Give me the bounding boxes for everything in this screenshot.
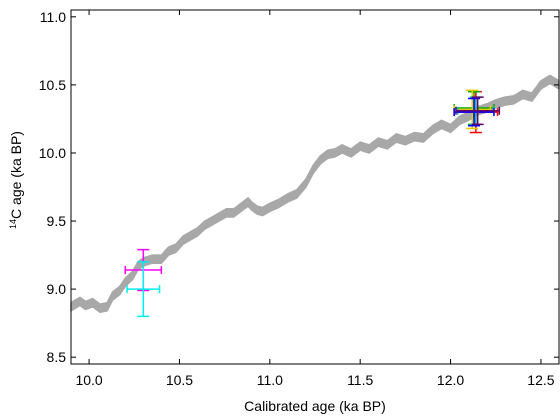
x-tick-label: 10.0 [75,372,102,388]
x-tick-label: 11.5 [347,372,373,388]
y-tick-label: 11.0 [40,9,66,25]
x-axis-ticks: 10.0 10.5 11.0 11.5 12.0 12.5 [75,10,555,388]
y-axis-ticks: 8.5 9.0 9.5 10.0 10.5 11.0 [39,9,559,365]
y-tick-label: 9.5 [47,213,67,229]
x-tick-label: 12.0 [437,372,464,388]
plot-frame [70,9,560,365]
x-axis-label: Calibrated age (ka BP) [244,398,386,414]
y-axis-label-superscript: 14 [8,219,18,229]
y-tick-label: 10.0 [39,145,66,161]
error-bar-point [455,96,501,126]
error-bar-point [453,97,495,127]
error-bar-point [126,261,161,318]
y-axis-label-main: C age (ka BP) [8,131,24,219]
y-axis-label: 14C age (ka BP) [8,131,24,229]
y-tick-label: 8.5 [47,349,67,365]
y-tick-label: 10.5 [39,77,66,93]
x-tick-label: 12.5 [527,372,554,388]
data-points [124,89,501,318]
x-tick-label: 11.0 [257,372,283,388]
x-tick-label: 10.5 [166,372,193,388]
y-tick-label: 9.0 [47,281,67,297]
